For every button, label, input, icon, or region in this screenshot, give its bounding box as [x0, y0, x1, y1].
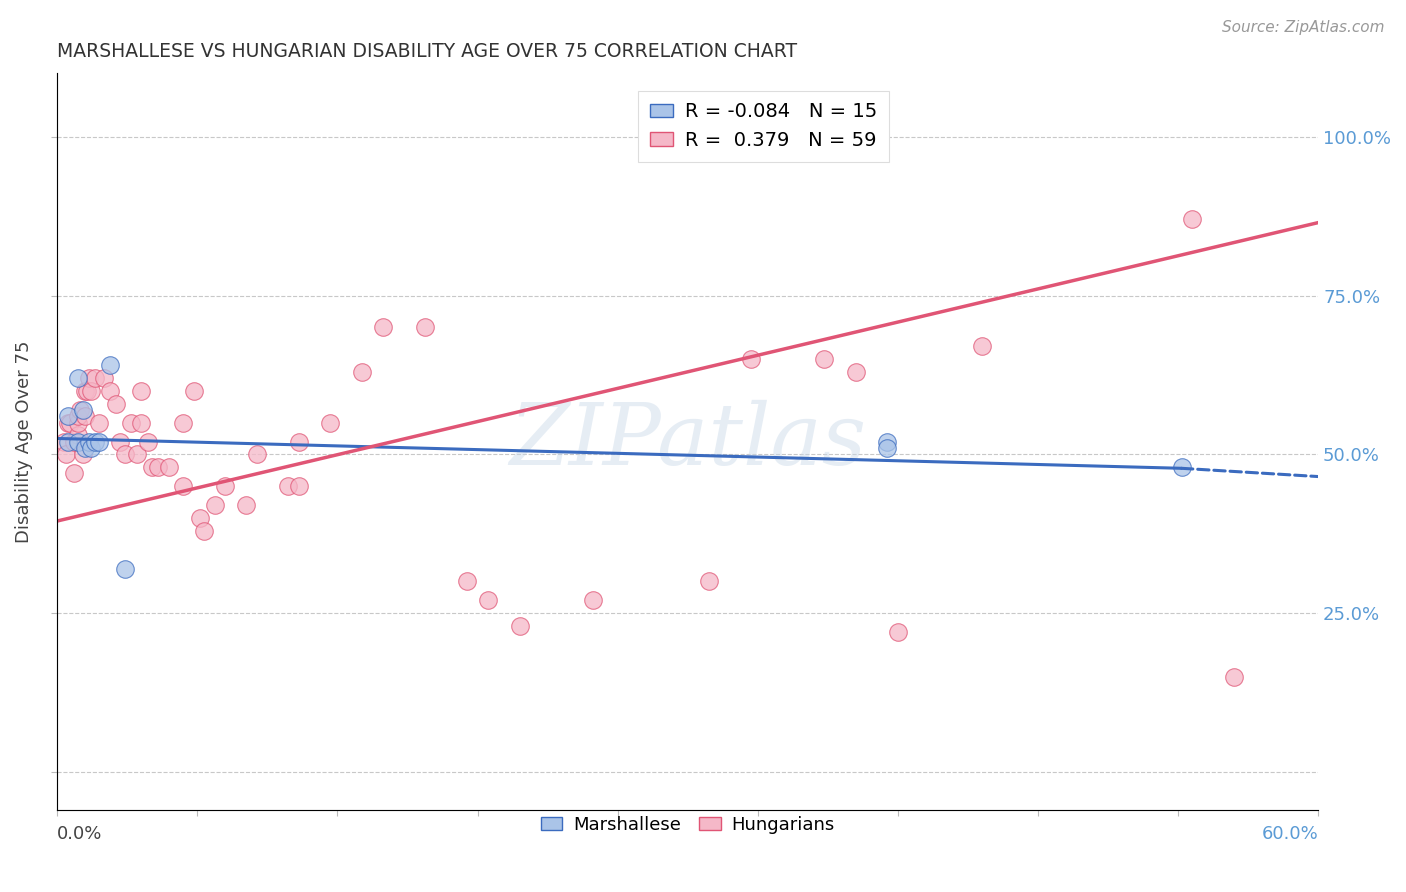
- Point: [105, 396, 128, 410]
- Point: [509, 619, 531, 633]
- Point: [413, 320, 436, 334]
- Point: [813, 352, 835, 367]
- Point: [73, 384, 96, 398]
- Point: [56, 416, 79, 430]
- Point: [73, 409, 96, 424]
- Point: [67, 371, 90, 385]
- Point: [887, 625, 910, 640]
- Point: [456, 574, 478, 589]
- Point: [288, 434, 311, 449]
- Point: [98, 359, 121, 373]
- Point: [288, 479, 311, 493]
- Point: [204, 498, 226, 512]
- Point: [114, 561, 136, 575]
- Point: [93, 371, 115, 385]
- Text: 0.0%: 0.0%: [58, 825, 103, 843]
- Point: [80, 384, 103, 398]
- Point: [188, 511, 211, 525]
- Point: [740, 352, 762, 367]
- Point: [131, 416, 153, 430]
- Text: Source: ZipAtlas.com: Source: ZipAtlas.com: [1222, 20, 1385, 35]
- Point: [127, 447, 149, 461]
- Point: [76, 384, 98, 398]
- Point: [77, 434, 100, 449]
- Point: [69, 403, 91, 417]
- Point: [120, 416, 142, 430]
- Point: [183, 384, 205, 398]
- Point: [172, 416, 194, 430]
- Point: [67, 409, 90, 424]
- Point: [67, 428, 90, 442]
- Point: [63, 434, 86, 449]
- Point: [277, 479, 299, 493]
- Point: [56, 409, 79, 424]
- Point: [1181, 212, 1204, 227]
- Point: [98, 384, 121, 398]
- Point: [131, 384, 153, 398]
- Point: [193, 524, 215, 538]
- Point: [1170, 460, 1192, 475]
- Point: [89, 434, 111, 449]
- Point: [970, 339, 993, 353]
- Point: [845, 365, 868, 379]
- Point: [114, 447, 136, 461]
- Point: [59, 416, 82, 430]
- Text: MARSHALLESE VS HUNGARIAN DISABILITY AGE OVER 75 CORRELATION CHART: MARSHALLESE VS HUNGARIAN DISABILITY AGE …: [58, 42, 797, 61]
- Point: [1223, 669, 1246, 683]
- Point: [876, 434, 898, 449]
- Point: [72, 403, 94, 417]
- Point: [157, 460, 180, 475]
- Point: [582, 593, 605, 607]
- Text: 60.0%: 60.0%: [1261, 825, 1319, 843]
- Point: [84, 434, 107, 449]
- Point: [72, 447, 94, 461]
- Point: [77, 371, 100, 385]
- Point: [84, 371, 107, 385]
- Point: [350, 365, 373, 379]
- Point: [172, 479, 194, 493]
- Point: [319, 416, 342, 430]
- Point: [235, 498, 257, 512]
- Legend: Marshallese, Hungarians: Marshallese, Hungarians: [533, 809, 842, 841]
- Point: [55, 447, 77, 461]
- Point: [67, 416, 90, 430]
- Point: [56, 434, 79, 449]
- Point: [73, 441, 96, 455]
- Point: [141, 460, 163, 475]
- Point: [89, 416, 111, 430]
- Point: [371, 320, 394, 334]
- Point: [697, 574, 720, 589]
- Point: [477, 593, 499, 607]
- Point: [136, 434, 159, 449]
- Point: [214, 479, 236, 493]
- Point: [876, 441, 898, 455]
- Point: [80, 441, 103, 455]
- Point: [67, 434, 90, 449]
- Y-axis label: Disability Age Over 75: Disability Age Over 75: [15, 341, 32, 543]
- Point: [63, 467, 86, 481]
- Point: [246, 447, 269, 461]
- Point: [110, 434, 132, 449]
- Text: ZIPatlas: ZIPatlas: [509, 401, 866, 483]
- Point: [146, 460, 169, 475]
- Point: [52, 434, 75, 449]
